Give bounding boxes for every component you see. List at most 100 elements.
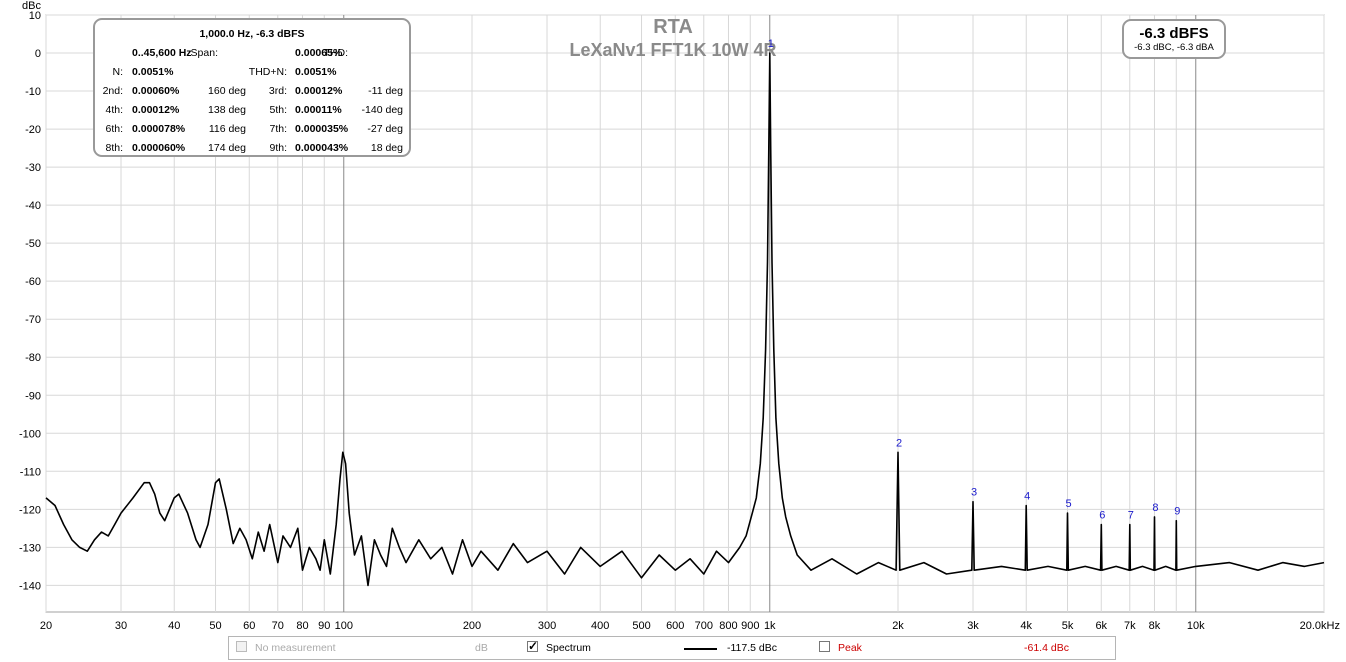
spectrum-line-swatch <box>684 648 717 650</box>
y-tick-label: -140 <box>19 580 41 592</box>
y-axis-label: dBc <box>22 0 41 12</box>
harmonic-value: 0.000043% <box>295 142 349 154</box>
harmonic-label: 9th: <box>269 142 287 154</box>
harmonic-marker: 4 <box>1024 491 1030 503</box>
distortion-info-panel: 1,000.0 Hz, -6.3 dBFS Span: 0..45,600 Hz… <box>93 18 411 157</box>
y-tick-label: -70 <box>25 314 41 326</box>
legend-bar: No measurement dB ✓ Spectrum -117.5 dBc … <box>228 636 1116 660</box>
harmonic-marker: 6 <box>1099 510 1105 522</box>
thdn-value: 0.0051% <box>295 66 337 78</box>
x-tick-label: 90 <box>318 620 330 632</box>
x-tick-label: 50 <box>209 620 221 632</box>
x-tick-label: 10k <box>1187 620 1205 632</box>
x-tick-label: 40 <box>168 620 180 632</box>
y-tick-label: -30 <box>25 162 41 174</box>
harmonic-marker: 9 <box>1174 506 1180 518</box>
harmonic-phase: 138 deg <box>208 104 246 116</box>
x-tick-label: 80 <box>296 620 308 632</box>
harmonic-marker: 8 <box>1152 502 1158 514</box>
harmonic-phase: -11 deg <box>368 85 403 97</box>
harmonic-phase: 160 deg <box>208 85 246 97</box>
harmonic-label: 3rd: <box>268 85 287 97</box>
y-tick-label: -50 <box>25 238 41 250</box>
x-tick-label: 7k <box>1124 620 1136 632</box>
harmonic-label: 4th: <box>105 104 123 116</box>
harmonic-phase: 174 deg <box>208 142 246 154</box>
unit-label: dB <box>475 642 488 654</box>
thd-value: 0.00065% <box>295 47 343 59</box>
span-label: Span: <box>190 47 218 59</box>
y-tick-label: -20 <box>25 124 41 136</box>
x-tick-label: 5k <box>1062 620 1074 632</box>
x-tick-label: 6k <box>1095 620 1107 632</box>
x-tick-label: 100 <box>335 620 353 632</box>
y-tick-label: -100 <box>19 428 41 440</box>
x-tick-label: 20.0kHz <box>1300 620 1340 632</box>
harmonic-label: 5th: <box>269 104 287 116</box>
x-tick-label: 30 <box>115 620 127 632</box>
spectrum-label: Spectrum <box>546 642 591 654</box>
harmonic-value: 0.000078% <box>132 123 186 135</box>
x-tick-label: 20 <box>40 620 52 632</box>
x-tick-label: 1k <box>764 620 776 632</box>
x-tick-label: 8k <box>1149 620 1161 632</box>
harmonic-label: 8th: <box>105 142 123 154</box>
x-tick-label: 600 <box>666 620 684 632</box>
n-label: N: <box>112 66 124 78</box>
level-main: -6.3 dBFS <box>1139 25 1209 42</box>
y-tick-label: -80 <box>25 352 41 364</box>
y-tick-label: -110 <box>20 466 41 478</box>
harmonic-phase: -27 deg <box>367 123 403 135</box>
harmonic-phase: 18 deg <box>370 142 403 154</box>
level-readout: -6.3 dBFS -6.3 dBC, -6.3 dBA <box>1122 19 1226 59</box>
harmonic-value: 0.00011% <box>295 104 342 116</box>
harmonic-value: 0.00060% <box>132 85 180 97</box>
harmonic-value: 0.00012% <box>295 85 343 97</box>
peak-value: -61.4 dBc <box>1024 642 1069 654</box>
spectrum-checkbox[interactable]: ✓ <box>527 639 539 653</box>
y-tick-label: -130 <box>19 542 41 554</box>
spectrum-value: -117.5 dBc <box>727 642 778 654</box>
harmonic-marker: 7 <box>1128 510 1134 522</box>
harmonic-marker: 3 <box>971 487 977 499</box>
harmonic-phase: -140 deg <box>361 104 403 116</box>
thdn-label: THD+N: <box>248 66 287 78</box>
x-tick-label: 700 <box>695 620 713 632</box>
no-measurement-checkbox[interactable] <box>236 641 247 652</box>
spectrum-line <box>45 52 1325 587</box>
y-tick-label: -40 <box>25 200 41 212</box>
y-tick-label: -120 <box>19 504 41 516</box>
x-tick-label: 200 <box>463 620 481 632</box>
no-measurement-label: No measurement <box>255 642 336 654</box>
harmonic-marker: 1 <box>768 38 774 50</box>
y-tick-label: 0 <box>35 48 41 60</box>
y-tick-label: -60 <box>25 276 41 288</box>
peak-label: Peak <box>838 642 862 654</box>
x-tick-label: 3k <box>967 620 979 632</box>
thd-label: THD: <box>323 47 349 59</box>
x-tick-label: 800 <box>719 620 737 632</box>
harmonic-marker: 2 <box>896 437 902 449</box>
level-sub: -6.3 dBC, -6.3 dBA <box>1134 42 1214 53</box>
y-tick-label: -90 <box>25 390 41 402</box>
chart-subtitle: LeXaNv1 FFT1K 10W 4R <box>569 40 776 60</box>
x-tick-label: 70 <box>272 620 284 632</box>
y-tick-label: -10 <box>25 86 41 98</box>
harmonic-value: 0.00012% <box>132 104 180 116</box>
x-tick-label: 900 <box>741 620 759 632</box>
harmonic-label: 2nd: <box>102 85 123 97</box>
x-tick-label: 500 <box>632 620 650 632</box>
harmonic-value: 0.000035% <box>295 123 349 135</box>
x-tick-label: 2k <box>892 620 904 632</box>
checkmark-icon: ✓ <box>528 639 539 653</box>
harmonic-marker: 5 <box>1065 498 1071 510</box>
harmonic-value: 0.000060% <box>132 142 186 154</box>
n-value: 0.0051% <box>132 66 174 78</box>
x-tick-label: 300 <box>538 620 556 632</box>
y-tick-label: 10 <box>29 10 41 22</box>
harmonic-label: 6th: <box>105 123 123 135</box>
harmonic-label: 7th: <box>269 123 287 135</box>
span-value: 0..45,600 Hz <box>132 47 192 59</box>
peak-checkbox[interactable] <box>819 641 830 652</box>
x-tick-label: 4k <box>1020 620 1032 632</box>
